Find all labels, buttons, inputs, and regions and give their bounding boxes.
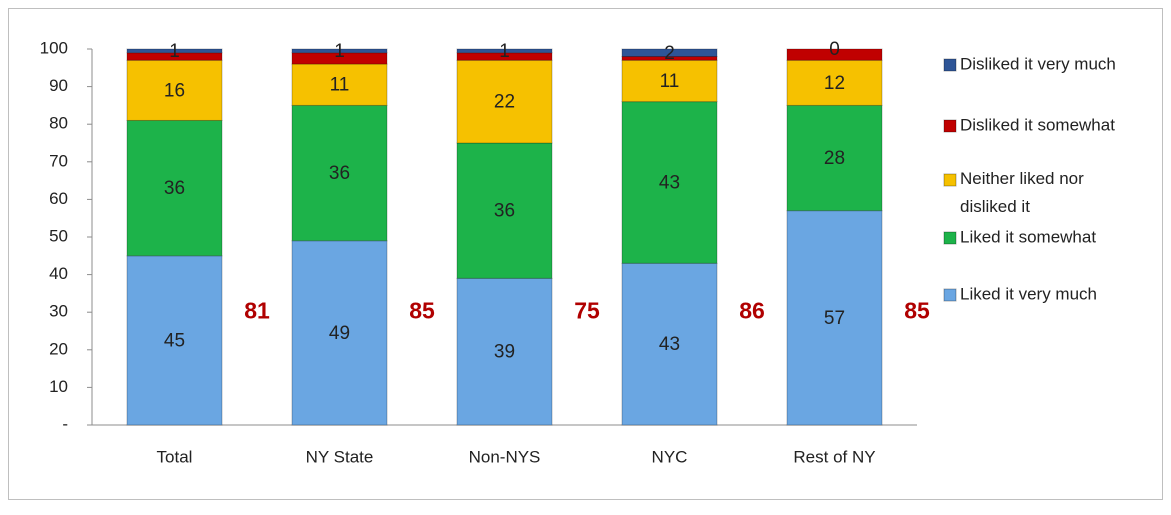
y-tick-label: 70 (49, 151, 68, 170)
data-label: 45 (164, 330, 185, 351)
bar-segment (456, 277, 553, 426)
x-tick-label: Non-NYS (469, 447, 541, 466)
data-label: 16 (164, 80, 185, 101)
data-label: 36 (494, 201, 515, 222)
data-label: 0 (829, 39, 840, 60)
bar-segment (786, 104, 883, 212)
bar-segment (126, 255, 223, 426)
data-label: 12 (824, 73, 845, 94)
total-annotation: 85 (904, 297, 930, 323)
bar-segment (786, 210, 883, 426)
y-tick-label: 40 (49, 264, 68, 283)
y-tick-label: 60 (49, 189, 68, 208)
data-label: 43 (659, 172, 680, 193)
x-tick-label: NYC (652, 447, 688, 466)
data-label: 36 (164, 178, 185, 199)
x-tick-label: NY State (306, 447, 374, 466)
total-annotation: 81 (244, 297, 270, 323)
total-annotation: 86 (739, 297, 765, 323)
bar-segment (126, 59, 223, 121)
bar-segment (126, 119, 223, 257)
legend-label: Disliked it very much (960, 54, 1116, 73)
legend-swatch (943, 58, 957, 72)
bar-segment (456, 142, 553, 279)
data-label: 1 (499, 41, 510, 62)
y-tick-label: - (62, 414, 68, 433)
data-label: 39 (494, 342, 515, 363)
bar-segment (291, 104, 388, 242)
y-tick-label: 90 (49, 76, 68, 95)
bar-segment (291, 48, 388, 54)
legend-swatch (943, 231, 957, 245)
legend-swatch (943, 288, 957, 302)
bar-segment (786, 48, 883, 61)
bar-segment (456, 48, 553, 54)
x-tick-label: Rest of NY (793, 447, 875, 466)
y-tick-label: 30 (49, 302, 68, 321)
y-tick-label: 10 (49, 377, 68, 396)
bar-segment (786, 59, 883, 106)
y-tick-label: 50 (49, 226, 68, 245)
bar-segment (126, 48, 223, 54)
data-label: 1 (334, 41, 345, 62)
data-label: 49 (329, 323, 350, 344)
legend-label: Disliked it somewhat (960, 115, 1115, 134)
data-label: 22 (494, 92, 515, 113)
total-annotation: 75 (574, 297, 600, 323)
bar-segment (621, 48, 718, 58)
y-tick-label: 100 (40, 38, 68, 57)
data-label: 2 (664, 43, 675, 64)
total-annotation: 85 (409, 297, 435, 323)
legend-swatch (943, 119, 957, 133)
bar-segment (291, 240, 388, 426)
data-label: 1 (169, 41, 180, 62)
legend-label: Neither liked nor disliked it (960, 169, 1084, 216)
bar-segment (291, 63, 388, 106)
bar-segment (621, 59, 718, 103)
data-label: 57 (824, 308, 845, 329)
x-tick-label: Total (157, 447, 193, 466)
legend-label: Liked it very much (960, 284, 1097, 303)
legend-swatch (943, 173, 957, 187)
y-tick-label: 20 (49, 339, 68, 358)
data-label: 36 (329, 163, 350, 184)
bar-segment (456, 59, 553, 144)
data-label: 43 (659, 334, 680, 355)
data-label: 28 (824, 148, 845, 169)
data-label: 11 (330, 75, 350, 96)
legend-label: Liked it somewhat (960, 227, 1096, 246)
y-tick-label: 80 (49, 114, 68, 133)
data-label: 11 (660, 71, 680, 92)
